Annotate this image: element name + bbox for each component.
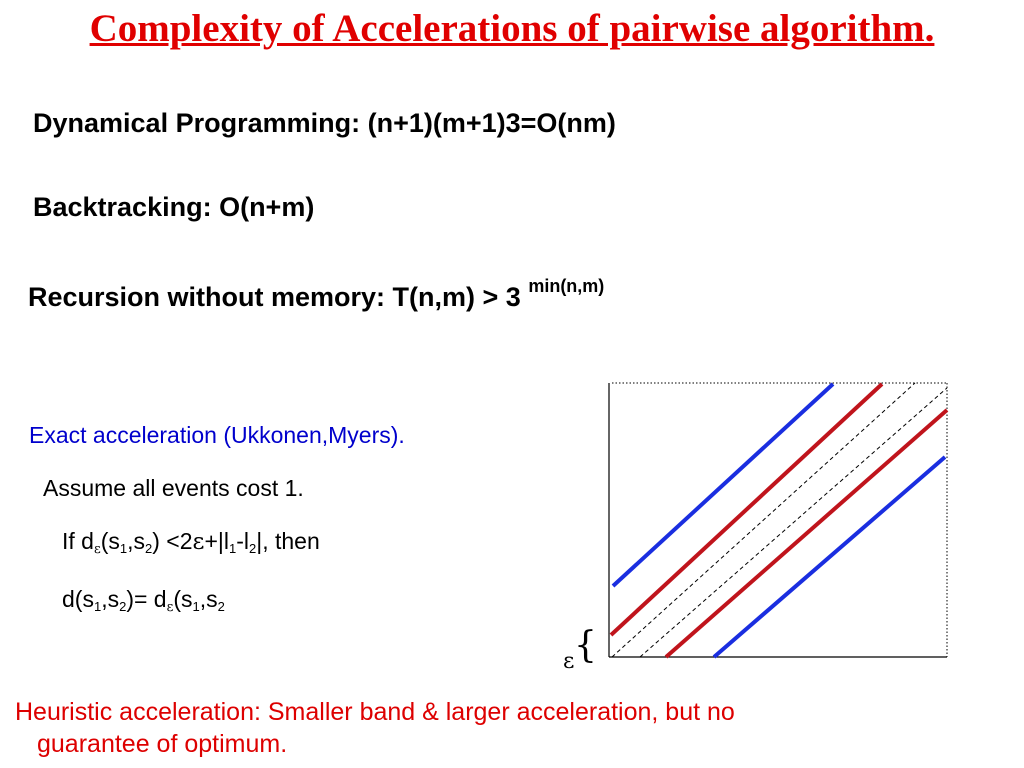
subscript: 1	[192, 599, 200, 614]
epsilon-brace: {	[574, 625, 597, 666]
result-part: (s	[173, 586, 193, 612]
diagonal-dashed	[639, 387, 948, 658]
recursion-exponent: min(n,m)	[528, 276, 605, 296]
condition-statement: If dε(s1,s2) <2ε+|l1-l2|, then	[62, 528, 320, 557]
heuristic-note: Heuristic acceleration: Smaller band & l…	[15, 696, 975, 760]
heuristic-line-1: Heuristic acceleration: Smaller band & l…	[15, 698, 735, 726]
result-part: d(s	[62, 586, 94, 612]
subscript: 2	[145, 541, 153, 556]
assume-statement: Assume all events cost 1.	[43, 475, 304, 501]
cond-part: (s	[100, 528, 120, 554]
recursion-complexity: Recursion without memory: T(n,m) > 3 min…	[28, 276, 604, 313]
epsilon-subscript: ε	[93, 542, 101, 557]
band-line-red-lower	[664, 408, 949, 659]
cond-part: If d	[62, 528, 94, 554]
result-part: ,s	[199, 586, 218, 612]
band-line-blue-upper	[611, 382, 835, 588]
subscript: 2	[249, 541, 257, 556]
cond-part: -l	[236, 528, 249, 554]
cond-part: +|l	[204, 528, 229, 554]
result-part: )= d	[126, 586, 167, 612]
page-title: Complexity of Accelerations of pairwise …	[89, 7, 935, 50]
cond-part: ,s	[127, 528, 146, 554]
result-statement: d(s1,s2)= dε(s1,s2	[62, 586, 225, 615]
subscript: 2	[217, 599, 225, 614]
subscript: 2	[119, 599, 127, 614]
band-line-blue-lower	[712, 455, 947, 659]
recursion-text: Recursion without memory: T(n,m) > 3	[28, 282, 529, 312]
result-part: ,s	[101, 586, 120, 612]
band-line-red-upper	[609, 382, 884, 637]
epsilon-label: ε	[563, 649, 574, 674]
epsilon-symbol: ε	[192, 529, 205, 555]
dp-complexity: Dynamical Programming: (n+1)(m+1)3=O(nm)	[33, 108, 616, 138]
subscript: 1	[228, 541, 237, 556]
backtracking-complexity: Backtracking: O(n+m)	[33, 192, 315, 222]
subscript: 1	[119, 541, 128, 556]
heuristic-line-2: guarantee of optimum.	[37, 730, 288, 758]
subscript: 1	[93, 599, 102, 614]
exact-acceleration-heading: Exact acceleration (Ukkonen,Myers).	[29, 422, 405, 448]
cond-part: ) <2	[152, 528, 193, 554]
epsilon-subscript: ε	[166, 600, 174, 615]
diagonal-dashed	[611, 382, 916, 658]
cond-part: |, then	[256, 528, 320, 554]
